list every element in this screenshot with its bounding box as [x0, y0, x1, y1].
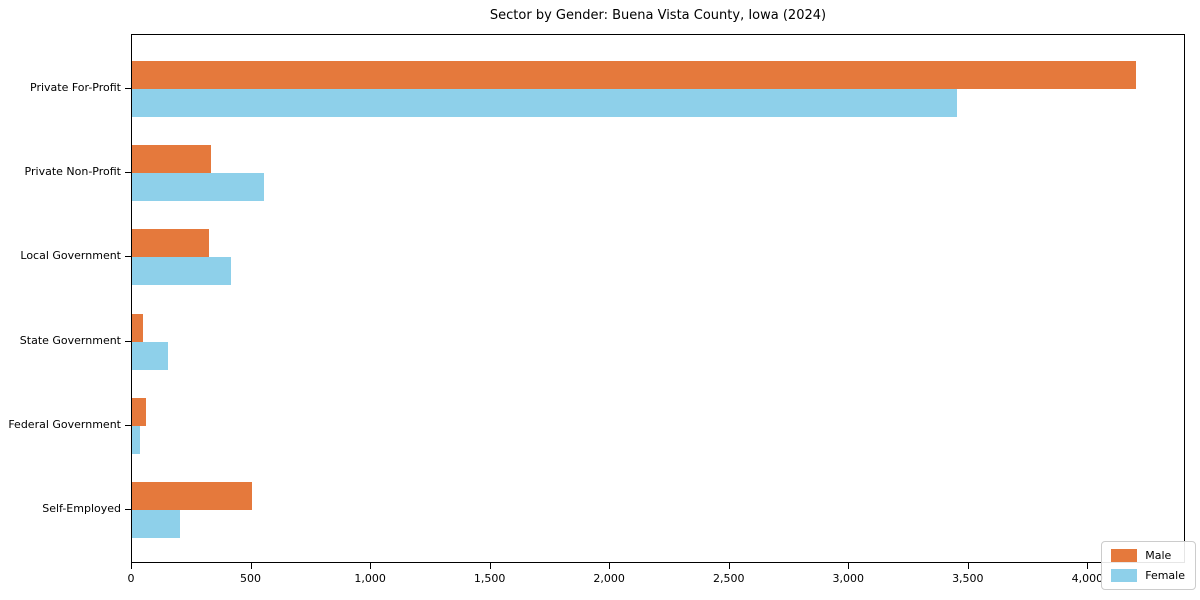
bar-female-4 — [132, 425, 141, 454]
legend-label: Female — [1145, 569, 1185, 582]
y-axis-label: Federal Government — [8, 417, 121, 431]
bar-male-2 — [132, 229, 209, 258]
y-axis-tick — [125, 88, 131, 89]
legend-item-male: Male — [1111, 549, 1185, 562]
x-axis-tick — [728, 563, 730, 569]
y-axis-tick — [125, 256, 131, 258]
x-axis-tick — [1087, 563, 1089, 569]
legend-item-female: Female — [1111, 569, 1185, 582]
x-axis-tick-label: 500 — [240, 572, 262, 585]
y-axis-label: Private Non-Profit — [24, 165, 121, 179]
bar-female-2 — [132, 257, 232, 286]
y-axis-label: State Government — [19, 333, 121, 347]
x-axis-tick — [250, 563, 252, 569]
bar-female-3 — [132, 341, 168, 370]
legend: Male Female — [1101, 541, 1196, 590]
x-axis-tick — [131, 563, 132, 569]
x-axis-tick-label: 1,000 — [354, 572, 386, 585]
bar-female-5 — [132, 510, 180, 538]
x-axis-tick-label: 2,500 — [712, 572, 745, 585]
y-axis-tick — [125, 340, 131, 342]
bar-male-5 — [132, 482, 252, 510]
x-axis-tick — [370, 563, 372, 569]
legend-label: Male — [1145, 549, 1172, 562]
y-axis-tick — [125, 424, 131, 426]
y-axis-tick — [125, 172, 131, 174]
x-axis-tick — [609, 563, 611, 569]
bar-male-0 — [132, 61, 1137, 89]
chart-title: Sector by Gender: Buena Vista County, Io… — [489, 8, 827, 23]
x-axis-tick — [967, 563, 969, 569]
x-axis-tick-label: 3,500 — [952, 572, 984, 585]
x-axis-tick — [848, 563, 850, 569]
legend-swatch-female — [1111, 569, 1138, 582]
bar-male-1 — [132, 145, 211, 174]
bar-female-0 — [132, 89, 957, 117]
x-axis-tick-label: 3,000 — [832, 572, 865, 585]
x-axis-tick — [489, 563, 491, 569]
plot-area — [131, 34, 1185, 563]
bar-male-4 — [132, 397, 147, 426]
y-axis-label: Self-Employed — [42, 502, 121, 515]
x-axis-tick-label: 1,500 — [473, 572, 506, 585]
legend-swatch-male — [1111, 549, 1138, 562]
x-axis-tick-label: 4,000 — [1071, 572, 1104, 585]
y-axis-label: Private For-Profit — [30, 81, 121, 94]
x-axis-tick-label: 0 — [127, 572, 135, 585]
bar-male-3 — [132, 313, 143, 342]
x-axis-tick-label: 2,000 — [593, 572, 625, 585]
y-axis-tick — [125, 509, 131, 510]
y-axis-label: Local Government — [20, 249, 121, 263]
bar-female-1 — [132, 173, 264, 202]
